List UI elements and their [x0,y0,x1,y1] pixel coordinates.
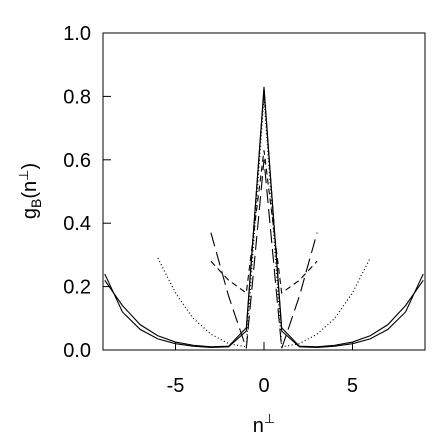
y-tick-label: 0.2 [63,277,91,299]
y-axis-label-part: B [28,199,44,208]
x-tick-label: -5 [167,375,185,397]
series-line [210,159,318,349]
y-tick-label: 0.8 [63,86,91,108]
plot-frame [102,32,426,351]
y-tick-label: 1.0 [63,23,91,45]
y-tick-label: 0.0 [63,340,91,362]
y-axis-label-part: (n [19,181,41,199]
x-axis-label: n⊥ [253,411,275,437]
series-line [210,150,318,294]
x-tick-label: 5 [347,375,358,397]
x-axis-label-part: n [253,415,264,437]
y-axis-label: gB(n⊥) [16,163,44,219]
series-line [104,90,424,348]
y-axis-label-part: ) [19,163,41,170]
y-axis-label-part: ⊥ [16,170,31,181]
x-tick-label: 0 [258,375,269,397]
x-axis-label-part: ⊥ [264,411,275,426]
y-tick-label: 0.4 [63,213,91,235]
y-tick-label: 0.6 [63,150,91,172]
series-line [104,86,424,349]
series-line [157,96,371,348]
y-axis-label-part: g [19,208,41,219]
